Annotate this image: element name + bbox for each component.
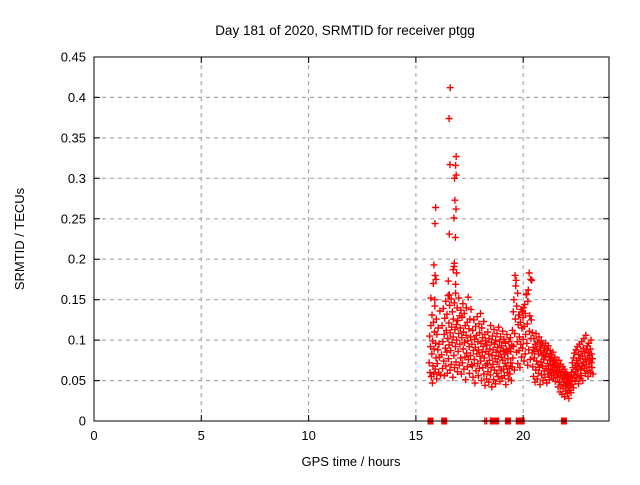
y-tick-label: 0.15 <box>61 292 86 307</box>
axis-tick-marks <box>93 56 609 422</box>
y-tick-labels: 0 0.05 0.1 0.15 0.2 0.25 0.3 0.35 0.4 0.45 <box>61 50 86 429</box>
data-points <box>425 84 597 425</box>
x-tick-label: 5 <box>198 428 205 443</box>
chart-title: Day 181 of 2020, SRMTID for receiver ptg… <box>215 23 475 38</box>
x-tick-label: 20 <box>516 428 530 443</box>
y-tick-label: 0.05 <box>61 373 86 388</box>
y-tick-label: 0.35 <box>61 130 86 145</box>
y-axis-label: SRMTID / TECUs <box>12 187 27 290</box>
y-tick-label: 0.2 <box>68 252 86 267</box>
x-tick-label: 0 <box>90 428 97 443</box>
x-tick-label: 10 <box>301 428 315 443</box>
gridline-paths <box>94 57 609 421</box>
gridlines <box>94 57 609 421</box>
y-tick-label: 0.3 <box>68 171 86 186</box>
y-tick-label: 0.1 <box>68 333 86 348</box>
y-tick-label: 0 <box>79 414 86 429</box>
plus-markers <box>425 84 597 425</box>
y-tick-label: 0.4 <box>68 90 86 105</box>
y-tick-label: 0.45 <box>61 50 86 65</box>
x-axis-label: GPS time / hours <box>302 454 401 469</box>
plot-border <box>93 56 610 422</box>
y-tick-label: 0.25 <box>61 211 86 226</box>
tick-mark-paths <box>93 56 609 422</box>
x-tick-labels: 0 5 10 15 20 <box>90 428 530 443</box>
x-tick-label: 15 <box>409 428 423 443</box>
